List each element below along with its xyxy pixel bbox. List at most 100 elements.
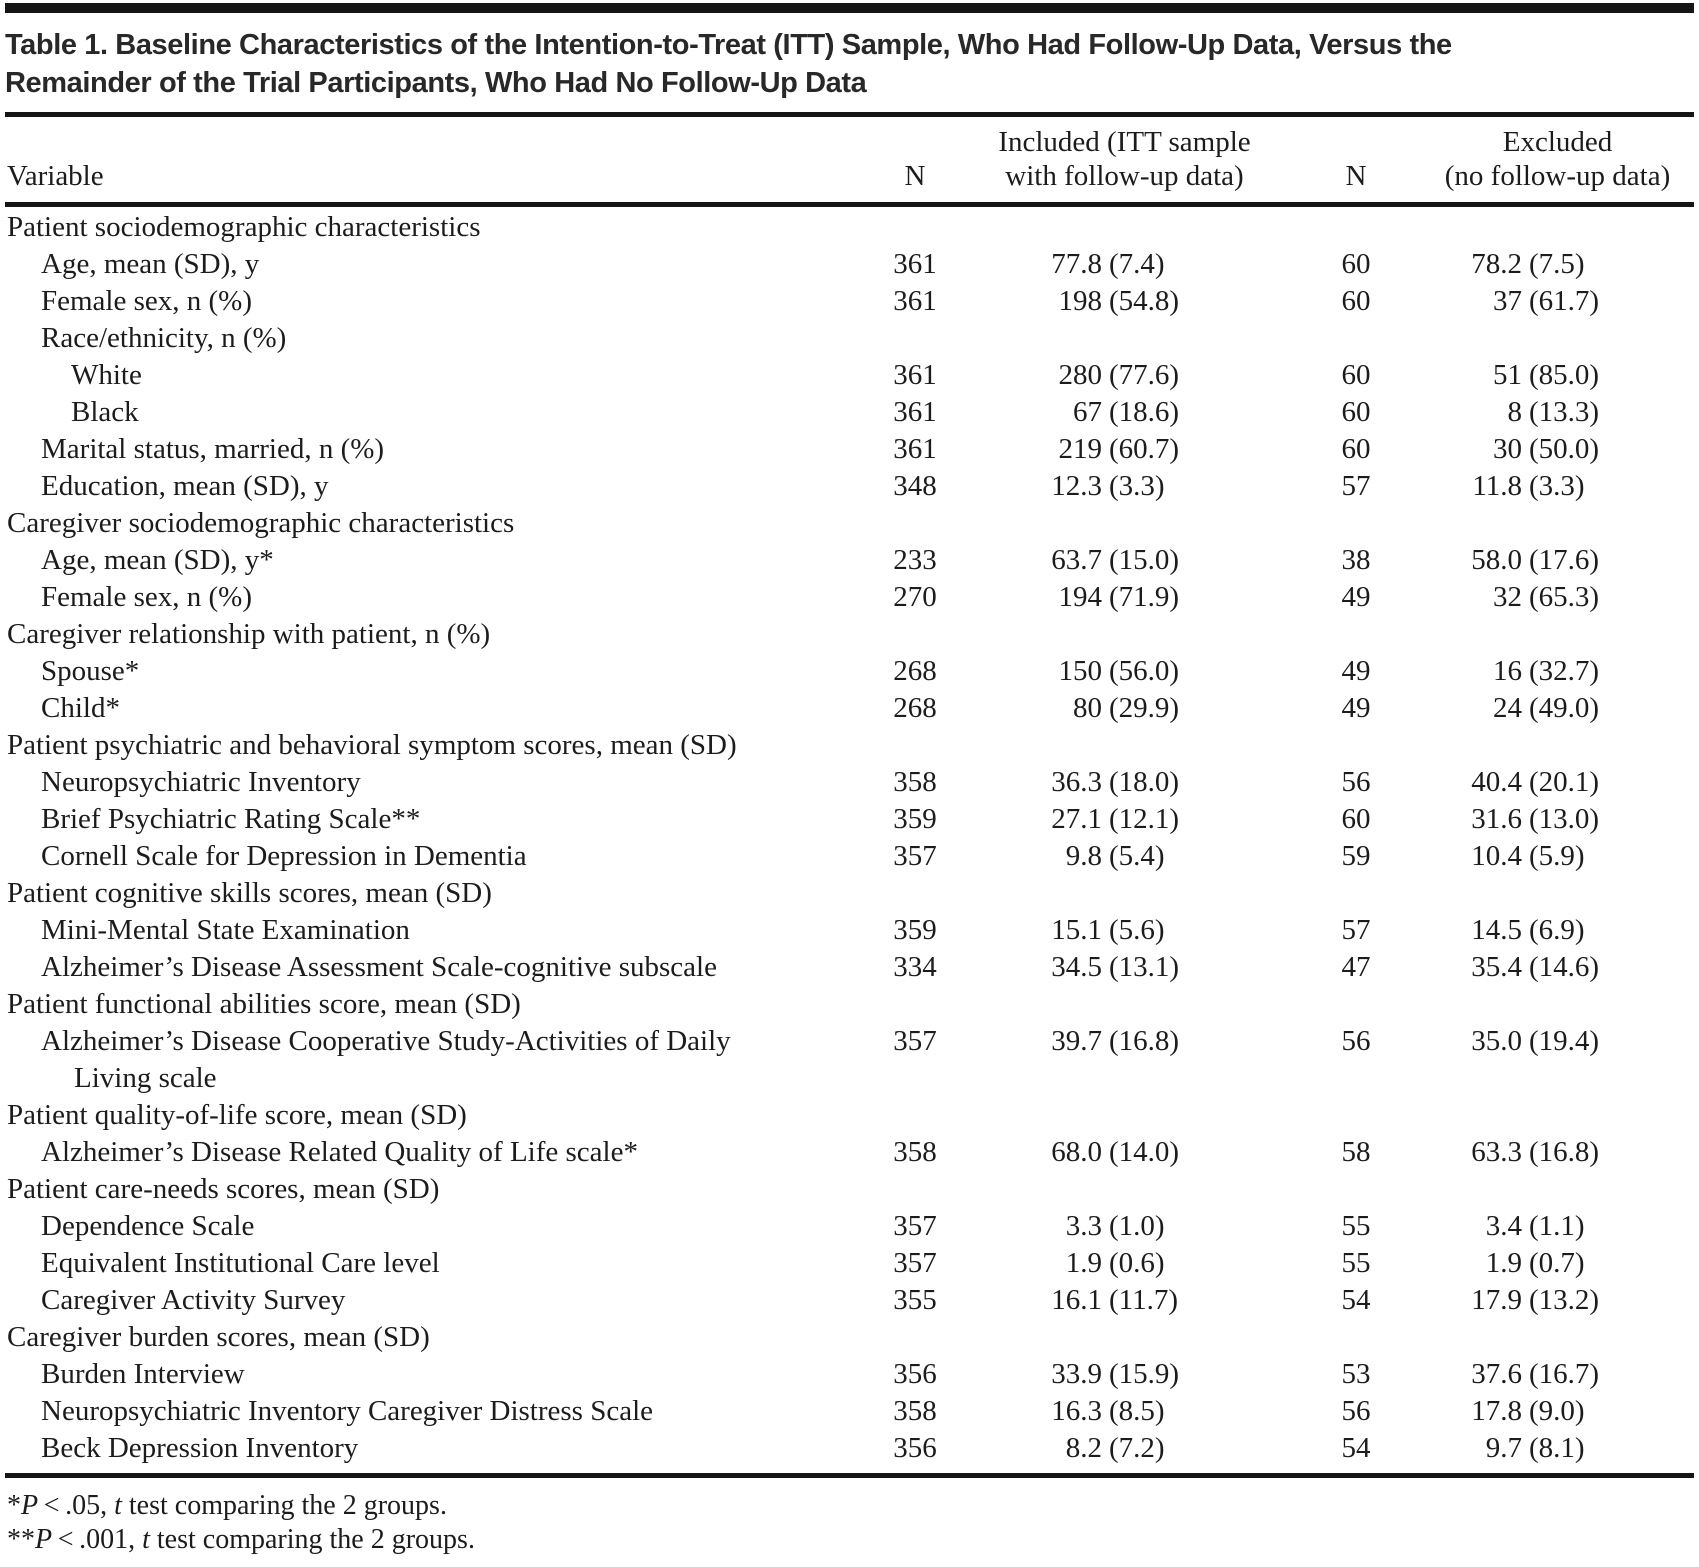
- excluded-mean-value: 37: [1493, 285, 1522, 317]
- included-mean-value: 9.8: [1065, 840, 1102, 872]
- n-included-value: 356: [893, 1358, 937, 1390]
- excluded-value-cell: 63.3 (16.8): [1421, 1134, 1694, 1171]
- excluded-sd-value: (7.5): [1529, 248, 1585, 280]
- included-value-cell: 9.8 (5.4): [958, 838, 1291, 875]
- n-included-value: 268: [893, 692, 937, 724]
- n-included-cell: 356: [872, 1356, 958, 1393]
- included-value-cell: 150 (56.0): [958, 653, 1291, 690]
- table-row: Cornell Scale for Depression in Dementia…: [5, 838, 1694, 875]
- excluded-sd-value: (13.3): [1529, 396, 1600, 428]
- included-value-cell: 77.8 (7.4): [958, 246, 1291, 283]
- row-label-cell: Dependence Scale: [5, 1208, 872, 1245]
- table-row: Patient quality-of-life score, mean (SD): [5, 1097, 1694, 1134]
- excluded-sd-value: (1.1): [1529, 1210, 1585, 1242]
- footnote-text: test comparing the 2 groups.: [121, 1490, 447, 1521]
- included-value-cell: 34.5 (13.1): [958, 949, 1291, 986]
- table-row: Patient cognitive skills scores, mean (S…: [5, 875, 1694, 912]
- row-label: Patient care-needs scores, mean (SD): [7, 1173, 440, 1205]
- footnote-p-05: *P < .05, t test comparing the 2 groups.: [7, 1489, 1694, 1523]
- n-included-value: 361: [893, 396, 937, 428]
- row-label-cell: Equivalent Institutional Care level: [5, 1245, 872, 1282]
- included-sd-value: (3.3): [1109, 470, 1165, 502]
- n-excluded-cell: 57: [1291, 912, 1421, 949]
- excluded-sd-value: (19.4): [1529, 1025, 1600, 1057]
- excluded-sd-value: (0.7): [1529, 1247, 1585, 1279]
- footnote-marker: *: [7, 1490, 21, 1521]
- included-sd-value: (11.7): [1109, 1284, 1178, 1316]
- included-value-cell: 33.9 (15.9): [958, 1356, 1291, 1393]
- table-row: Female sex, n (%) 361 198 (54.8) 60 37 (61.7): [5, 283, 1694, 320]
- n-excluded-cell: 53: [1291, 1356, 1421, 1393]
- n-excluded-value: 60: [1341, 285, 1371, 317]
- table-row: Patient sociodemographic characteristics: [5, 209, 1694, 246]
- included-mean-value: 16.3: [1051, 1395, 1102, 1427]
- table-row: Age, mean (SD), y 361 77.8 (7.4) 60 78.2 (7.5): [5, 246, 1694, 283]
- n-included-value: 357: [893, 1247, 937, 1279]
- n-excluded-value: 38: [1341, 544, 1371, 576]
- n-excluded-cell: 54: [1291, 1430, 1421, 1467]
- excluded-value-cell: 14.5 (6.9): [1421, 912, 1694, 949]
- excluded-value-cell: 37 (61.7): [1421, 283, 1694, 320]
- n-excluded-cell: 55: [1291, 1208, 1421, 1245]
- row-label-cell: Patient quality-of-life score, mean (SD): [5, 1097, 872, 1134]
- n-included-value: 358: [893, 766, 937, 798]
- table-row: Neuropsychiatric Inventory Caregiver Dis…: [5, 1393, 1694, 1430]
- table-row: Patient psychiatric and behavioral sympt…: [5, 727, 1694, 764]
- table-title-line-1: Table 1. Baseline Characteristics of the…: [5, 29, 1452, 61]
- excluded-value-cell: 10.4 (5.9): [1421, 838, 1694, 875]
- excluded-sd-value: (65.3): [1529, 581, 1600, 613]
- excluded-sd-value: (61.7): [1529, 285, 1600, 317]
- included-sd-value: (15.0): [1109, 544, 1180, 576]
- n-excluded-value: 60: [1341, 359, 1371, 391]
- included-mean-value: 280: [1058, 359, 1103, 391]
- included-sd-value: (5.6): [1109, 914, 1165, 946]
- n-excluded-value: 53: [1341, 1358, 1371, 1390]
- table-header-row: Variable N Included (ITT sample with fol…: [5, 117, 1694, 202]
- table-row: Caregiver sociodemographic characteristi…: [5, 505, 1694, 542]
- n-included-value: 357: [893, 1210, 937, 1242]
- n-included-value: 361: [893, 359, 937, 391]
- row-label-cell: Female sex, n (%): [5, 283, 872, 320]
- excluded-value-cell: 78.2 (7.5): [1421, 246, 1694, 283]
- table-row: Race/ethnicity, n (%): [5, 320, 1694, 357]
- excluded-sd-value: (13.0): [1529, 803, 1600, 835]
- n-included-value: 361: [893, 248, 937, 280]
- row-label: Neuropsychiatric Inventory Caregiver Dis…: [41, 1395, 654, 1427]
- n-excluded-cell: 60: [1291, 246, 1421, 283]
- n-included-value: 357: [893, 840, 937, 872]
- n-excluded-cell: 55: [1291, 1245, 1421, 1282]
- excluded-mean-value: 9.7: [1485, 1432, 1522, 1464]
- excluded-sd-value: (16.7): [1529, 1358, 1600, 1390]
- table-title: Table 1. Baseline Characteristics of the…: [5, 13, 1694, 112]
- row-label-cell: Marital status, married, n (%): [5, 431, 872, 468]
- table-row: White 361 280 (77.6) 60 51 (85.0): [5, 357, 1694, 394]
- row-label: Spouse*: [41, 655, 140, 687]
- n-included-value: 356: [893, 1432, 937, 1464]
- n-included-cell: 357: [872, 838, 958, 875]
- included-sd-value: (12.1): [1109, 803, 1180, 835]
- table-row: Child* 268 80 (29.9) 49 24 (49.0): [5, 690, 1694, 727]
- excluded-sd-value: (85.0): [1529, 359, 1600, 391]
- row-label: Race/ethnicity, n (%): [41, 322, 287, 354]
- n-excluded-cell: 54: [1291, 1282, 1421, 1319]
- row-label: Alzheimer’s Disease Assessment Scale-cog…: [41, 951, 717, 983]
- row-label-cell: Caregiver sociodemographic characteristi…: [5, 505, 872, 542]
- table-row: Patient care-needs scores, mean (SD): [5, 1171, 1694, 1208]
- footnote-threshold: < .001,: [52, 1524, 143, 1555]
- row-label-cell: Burden Interview: [5, 1356, 872, 1393]
- n-excluded-cell: 60: [1291, 394, 1421, 431]
- row-label: White: [71, 359, 142, 391]
- included-sd-value: (60.7): [1109, 433, 1180, 465]
- included-value-cell: 1.9 (0.6): [958, 1245, 1291, 1282]
- column-header-variable: Variable: [7, 160, 104, 192]
- n-excluded-value: 54: [1341, 1284, 1371, 1316]
- included-value-cell: 67 (18.6): [958, 394, 1291, 431]
- included-mean-value: 80: [1073, 692, 1102, 724]
- n-included-cell: 355: [872, 1282, 958, 1319]
- n-excluded-value: 55: [1341, 1210, 1371, 1242]
- included-mean-value: 15.1: [1051, 914, 1102, 946]
- table-row: Black 361 67 (18.6) 60 8 (13.3): [5, 394, 1694, 431]
- row-label-cell: Patient care-needs scores, mean (SD): [5, 1171, 872, 1208]
- table-body: Patient sociodemographic characteristics…: [5, 207, 1694, 1467]
- included-mean-value: 68.0: [1051, 1136, 1102, 1168]
